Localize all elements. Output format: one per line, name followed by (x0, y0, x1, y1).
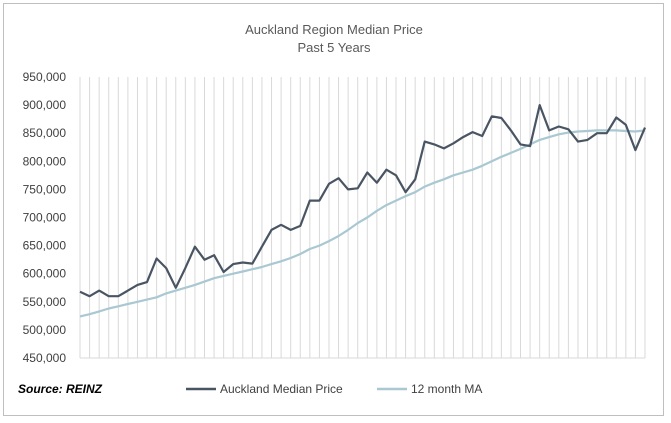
y-tick-label: 600,000 (23, 267, 67, 281)
y-tick-label: 650,000 (23, 239, 67, 253)
y-tick-label: 700,000 (23, 211, 67, 225)
series-line-ma (79, 129, 646, 318)
y-axis: 450,000 500,000 550,000 600,000 650,000 700,0… (23, 70, 67, 365)
y-tick-label: 800,000 (23, 154, 67, 168)
series-layer (79, 103, 647, 318)
y-tick-label: 750,000 (23, 182, 67, 196)
y-tick-label: 450,000 (23, 351, 67, 365)
y-tick-label: 850,000 (23, 126, 67, 140)
legend-label-median: Auckland Median Price (220, 382, 343, 396)
y-tick-label: 550,000 (23, 295, 67, 309)
chart-frame: 450,000 500,000 550,000 600,000 650,000 700,0… (3, 3, 664, 416)
y-tick-label: 500,000 (23, 323, 67, 337)
source-label: Source: REINZ (18, 382, 103, 396)
series-line-median (79, 103, 647, 298)
chart-title: Auckland Region Median Price (245, 22, 423, 37)
y-tick-label: 950,000 (23, 70, 67, 84)
grid-layer (79, 77, 646, 359)
legend: Auckland Median Price 12 month MA (186, 382, 482, 396)
chart-subtitle: Past 5 Years (298, 40, 371, 55)
legend-label-ma: 12 month MA (411, 382, 482, 396)
chart-svg: 450,000 500,000 550,000 600,000 650,000 700,0… (18, 22, 647, 396)
y-tick-label: 900,000 (23, 98, 67, 112)
